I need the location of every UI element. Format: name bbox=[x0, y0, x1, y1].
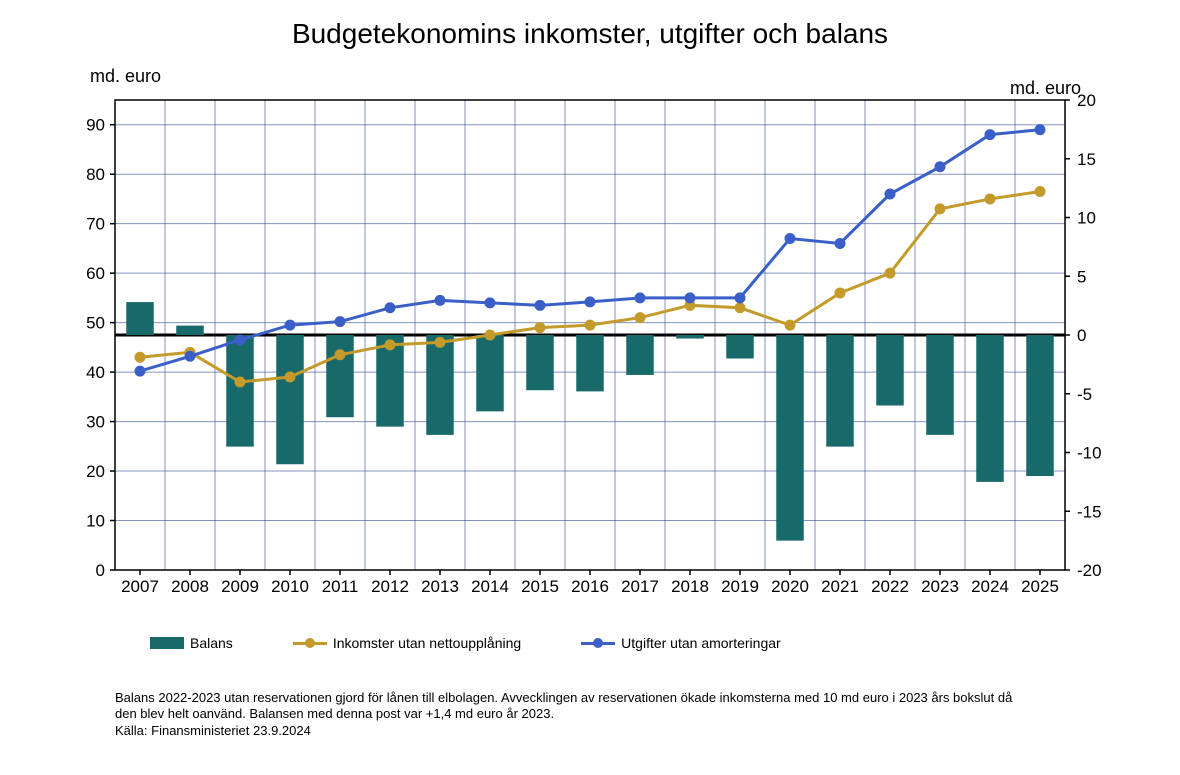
svg-text:2016: 2016 bbox=[571, 577, 609, 596]
svg-text:2017: 2017 bbox=[621, 577, 659, 596]
svg-text:2022: 2022 bbox=[871, 577, 909, 596]
svg-text:0: 0 bbox=[1077, 326, 1086, 345]
svg-text:0: 0 bbox=[96, 561, 105, 580]
svg-text:2015: 2015 bbox=[521, 577, 559, 596]
svg-text:2025: 2025 bbox=[1021, 577, 1059, 596]
svg-text:2012: 2012 bbox=[371, 577, 409, 596]
svg-text:2020: 2020 bbox=[771, 577, 809, 596]
svg-text:2010: 2010 bbox=[271, 577, 309, 596]
svg-text:80: 80 bbox=[86, 165, 105, 184]
svg-text:40: 40 bbox=[86, 363, 105, 382]
svg-text:2007: 2007 bbox=[121, 577, 159, 596]
svg-text:-15: -15 bbox=[1077, 502, 1102, 521]
svg-text:20: 20 bbox=[86, 462, 105, 481]
svg-text:2011: 2011 bbox=[322, 577, 359, 596]
svg-text:2013: 2013 bbox=[421, 577, 459, 596]
legend-item-utgifter: Utgifter utan amorteringar bbox=[581, 635, 781, 651]
legend-item-inkomster: Inkomster utan nettoupplåning bbox=[293, 635, 521, 651]
footnote-line-1: Balans 2022-2023 utan reservationen gjor… bbox=[115, 690, 1135, 706]
svg-text:-10: -10 bbox=[1077, 444, 1102, 463]
legend-swatch-balans bbox=[150, 637, 184, 649]
svg-text:2024: 2024 bbox=[971, 577, 1009, 596]
footnote-line-3: Källa: Finansministeriet 23.9.2024 bbox=[115, 723, 1135, 739]
svg-text:2014: 2014 bbox=[471, 577, 509, 596]
legend-item-balans: Balans bbox=[150, 635, 233, 651]
svg-text:2009: 2009 bbox=[221, 577, 259, 596]
legend-swatch-inkomster bbox=[293, 642, 327, 645]
svg-text:2021: 2021 bbox=[821, 577, 859, 596]
svg-text:2023: 2023 bbox=[921, 577, 959, 596]
svg-text:20: 20 bbox=[1077, 91, 1096, 110]
legend-swatch-utgifter bbox=[581, 642, 615, 645]
footnote-line-2: den blev helt oanvänd. Balansen med denn… bbox=[115, 706, 1135, 722]
svg-text:70: 70 bbox=[86, 215, 105, 234]
legend-label-inkomster: Inkomster utan nettoupplåning bbox=[333, 635, 521, 651]
svg-text:90: 90 bbox=[86, 116, 105, 135]
svg-text:50: 50 bbox=[86, 314, 105, 333]
footnote: Balans 2022-2023 utan reservationen gjor… bbox=[115, 690, 1135, 739]
svg-text:10: 10 bbox=[86, 512, 105, 531]
svg-text:2018: 2018 bbox=[671, 577, 709, 596]
svg-text:60: 60 bbox=[86, 264, 105, 283]
svg-text:30: 30 bbox=[86, 413, 105, 432]
svg-text:-20: -20 bbox=[1077, 561, 1102, 580]
svg-text:10: 10 bbox=[1077, 209, 1096, 228]
chart-plot: 0102030405060708090-20-15-10-50510152020… bbox=[0, 0, 1180, 775]
svg-text:15: 15 bbox=[1077, 150, 1096, 169]
svg-text:-5: -5 bbox=[1077, 385, 1092, 404]
svg-text:2008: 2008 bbox=[171, 577, 209, 596]
svg-text:5: 5 bbox=[1077, 267, 1086, 286]
legend-label-utgifter: Utgifter utan amorteringar bbox=[621, 635, 781, 651]
legend-label-balans: Balans bbox=[190, 635, 233, 651]
legend: Balans Inkomster utan nettoupplåning Utg… bbox=[150, 635, 781, 651]
svg-text:2019: 2019 bbox=[721, 577, 759, 596]
